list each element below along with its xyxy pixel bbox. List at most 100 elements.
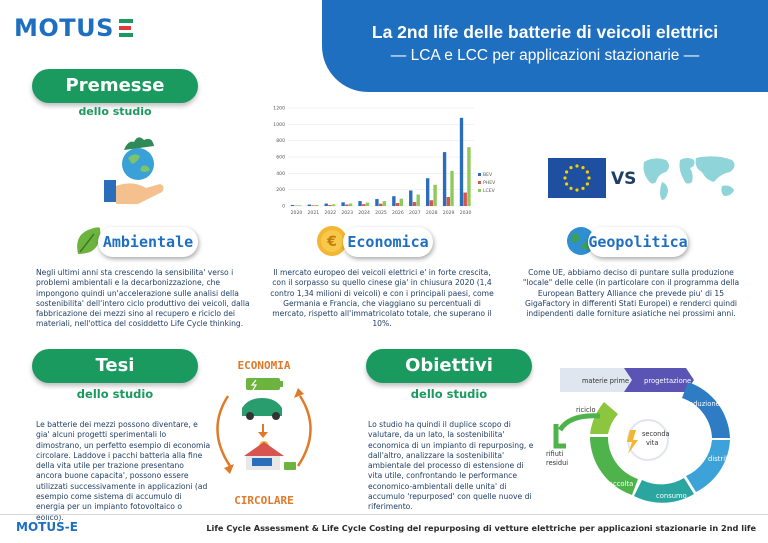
chart-ytick-label: 200 — [276, 187, 285, 193]
globe-in-hands-icon — [104, 137, 164, 204]
geopolitica-tag: Geopolitica — [588, 227, 688, 257]
chart-bar-lcev — [450, 170, 454, 206]
logo-text: MOTUS — [14, 14, 114, 42]
chart-legend-swatch — [478, 173, 481, 176]
chart-bar-phev — [395, 203, 400, 206]
cycle-distribuzione: distribuzione — [708, 455, 752, 463]
cycle-progettazione: progettazione — [644, 377, 691, 385]
chart-bar-bev — [442, 152, 447, 206]
eu-star — [565, 182, 569, 186]
euro-coin-icon: € — [317, 226, 347, 256]
cycle-rifiuti: rifiuti — [546, 450, 563, 458]
eu-star — [565, 170, 569, 174]
chart-bar-lcev — [348, 203, 353, 206]
chart-legend-label: PHEV — [483, 180, 496, 186]
chart-xtick-label: 2030 — [460, 210, 472, 216]
chart-legend-label: BEV — [483, 172, 493, 178]
chart-bar-lcev — [331, 204, 336, 206]
chart-bar-lcev — [467, 147, 471, 206]
tesi-pill: Tesi — [32, 349, 198, 383]
tesi-text: Le batterie dei mezzi possono diventare,… — [36, 420, 211, 522]
chart-legend-label: LCEV — [483, 188, 496, 194]
chart-bar-lcev — [416, 194, 420, 206]
cycle-consumo: consumo — [656, 492, 687, 500]
chart-bar-bev — [341, 202, 345, 206]
economica-text: Il mercato europeo dei veicoli elettrici… — [270, 268, 494, 329]
chart-bar-bev — [425, 178, 430, 206]
chart-bar-phev — [412, 202, 417, 206]
chart-bar-lcev — [315, 205, 319, 206]
svg-text:€: € — [326, 234, 337, 250]
cycle-produzione: produzione — [682, 400, 720, 408]
eu-star — [569, 166, 573, 170]
chart-xtick-label: 2022 — [324, 210, 336, 216]
ev-market-bar-chart: 0 200 400 600 800 1000 1200 2020 2021 2022 2023 202… — [273, 106, 496, 217]
chart-bar-bev — [307, 204, 311, 206]
tesi-subtitle: dello studio — [76, 387, 154, 401]
chart-bar-phev — [429, 200, 434, 206]
eu-star — [575, 188, 579, 192]
chart-ytick-label: 1200 — [273, 106, 285, 112]
header-band — [322, 0, 768, 92]
chart-ytick-label: 400 — [276, 171, 285, 177]
eu-star — [581, 166, 585, 170]
chart-bar-lcev — [433, 184, 437, 206]
eu-star — [563, 176, 567, 180]
obiettivi-subtitle: dello studio — [410, 387, 488, 401]
world-map-icon — [643, 156, 735, 200]
chart-xtick-label: 2021 — [308, 210, 320, 216]
chart-bar-bev — [392, 196, 396, 206]
chart-bar-phev — [446, 197, 450, 206]
cycle-vita: vita — [646, 439, 658, 447]
cycle-raccolta: raccolta — [606, 480, 633, 488]
eu-star — [585, 170, 589, 174]
econ-bottom-label: CIRCOLARE — [234, 494, 294, 507]
eu-star — [585, 182, 589, 186]
chart-xtick-label: 2028 — [426, 210, 438, 216]
chart-bar-lcev — [365, 202, 370, 206]
chart-bar-lcev — [298, 205, 302, 206]
page-subtitle: — LCA e LCC per applicazioni stazionarie… — [390, 47, 700, 64]
chart-xtick-label: 2020 — [291, 210, 303, 216]
chart-bar-bev — [409, 190, 413, 206]
page-title: La 2nd life delle batterie di veicoli el… — [371, 22, 719, 42]
chart-xtick-label: 2023 — [341, 210, 353, 216]
eu-flag-icon — [548, 158, 606, 198]
chart-bar-bev — [375, 199, 379, 206]
chart-bar-lcev — [382, 201, 387, 206]
cycle-seconda: seconda — [642, 430, 670, 438]
chart-bar-bev — [358, 201, 362, 206]
leaf-icon — [77, 227, 101, 254]
geopolitica-text: Come UE, abbiamo deciso di puntare sulla… — [522, 268, 740, 319]
cycle-riciclo: riciclo — [576, 406, 596, 414]
chart-bar-bev — [459, 117, 464, 206]
chart-bar-phev — [345, 204, 349, 206]
footer-divider — [0, 514, 768, 515]
chart-bar-phev — [362, 204, 366, 206]
eu-star — [581, 186, 585, 190]
chart-bar-phev — [378, 203, 383, 206]
chart-bar-phev — [311, 205, 315, 206]
chart-xtick-label: 2025 — [375, 210, 387, 216]
obiettivi-text: Lo studio ha quindi il duplice scopo di … — [368, 420, 534, 512]
cycle-materie-prime: materie prime — [582, 377, 629, 385]
motus-e-logo: MOTUS — [14, 14, 135, 42]
chart-bar-bev — [290, 205, 295, 206]
chart-ytick-label: 0 — [282, 204, 285, 210]
chart-xtick-label: 2026 — [392, 210, 404, 216]
chart-bar-phev — [328, 205, 332, 206]
cycle-residui: residui — [546, 459, 568, 467]
footer-caption: Life Cycle Assessment & Life Cycle Costi… — [206, 523, 756, 533]
chart-legend-swatch — [478, 189, 481, 192]
chart-legend-swatch — [478, 181, 481, 184]
circular-economy-icon: ECONOMIA CIRCOLARE — [216, 359, 312, 507]
vs-label: VS — [611, 169, 637, 189]
chart-bar-bev — [324, 203, 328, 206]
eu-star — [569, 186, 573, 190]
premesse-pill: Premesse — [32, 69, 198, 103]
chart-ytick-label: 600 — [276, 155, 285, 161]
logo-e-mark — [117, 17, 135, 39]
footer-logo: MOTUS-E — [16, 520, 78, 534]
chart-xtick-label: 2024 — [358, 210, 370, 216]
ambientale-text: Negli ultimi anni sta crescendo la sensi… — [36, 268, 250, 329]
